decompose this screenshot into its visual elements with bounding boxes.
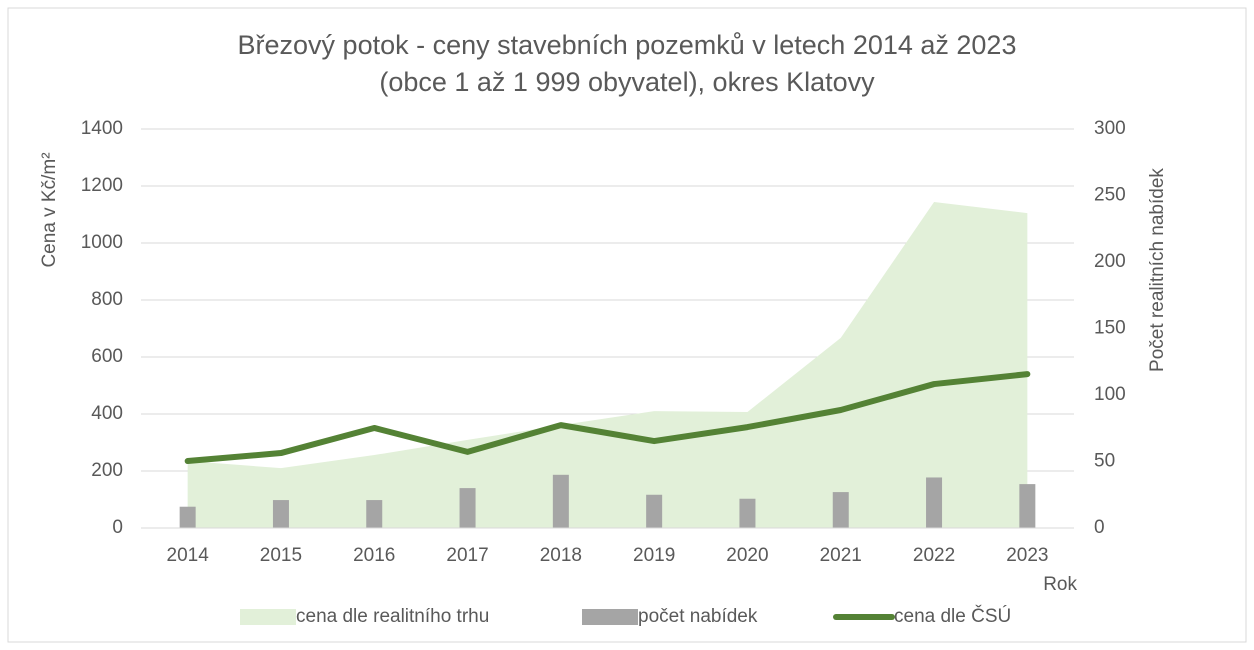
x-tick-label: 2016	[353, 545, 395, 566]
x-tick-label: 2015	[260, 545, 302, 566]
bar	[459, 488, 476, 528]
legend-swatch	[582, 609, 638, 625]
area	[187, 201, 1028, 528]
legend-label: cena dle ČSÚ	[894, 605, 1011, 627]
y-tick-label: 1400	[81, 118, 123, 139]
y-tick-label: 400	[91, 403, 123, 424]
bar	[272, 500, 289, 528]
x-tick-label: 2018	[540, 545, 582, 566]
bar	[1019, 484, 1036, 528]
x-tick-label: 2020	[726, 545, 768, 566]
bar	[552, 474, 569, 528]
y2-tick-label: 100	[1094, 384, 1126, 405]
y2-tick-label: 250	[1094, 185, 1126, 206]
bar	[832, 492, 849, 528]
bar	[926, 477, 943, 528]
x-tick-label: 2022	[913, 545, 955, 566]
y-tick-label: 1200	[81, 175, 123, 196]
bar	[366, 500, 383, 528]
y2-tick-label: 150	[1094, 318, 1126, 339]
y2-tick-label: 0	[1094, 517, 1105, 538]
y-tick-label: 800	[91, 289, 123, 310]
x-tick-label: 2014	[167, 545, 210, 566]
y2-tick-label: 300	[1094, 118, 1126, 139]
chart-title: Březový potok - ceny stavebních pozemků …	[238, 30, 1017, 60]
legend-label: cena dle realitního trhu	[296, 606, 489, 627]
y2-tick-label: 200	[1094, 251, 1126, 272]
chart-border	[7, 7, 1247, 643]
bar	[179, 506, 196, 528]
y-tick-label: 1000	[81, 232, 123, 253]
x-axis-label: Rok	[1043, 574, 1077, 595]
bar	[646, 494, 663, 528]
y-tick-label: 200	[91, 460, 123, 481]
y-tick-label: 0	[112, 517, 123, 538]
x-tick-label: 2021	[820, 545, 862, 566]
y-axis-label: Cena v Kč/m²	[39, 152, 60, 267]
legend-label: počet nabídek	[638, 606, 758, 627]
x-tick-label: 2017	[446, 545, 488, 566]
y-tick-label: 600	[91, 346, 123, 367]
x-tick-label: 2023	[1006, 545, 1048, 566]
x-tick-label: 2019	[633, 545, 675, 566]
bar	[739, 498, 756, 528]
y2-axis-label: Počet realitních nabídek	[1147, 168, 1168, 372]
chart-title: (obce 1 až 1 999 obyvatel), okres Klatov…	[379, 67, 875, 97]
line	[184, 371, 1031, 465]
y2-tick-label: 50	[1094, 451, 1115, 472]
legend-swatch	[240, 609, 296, 625]
